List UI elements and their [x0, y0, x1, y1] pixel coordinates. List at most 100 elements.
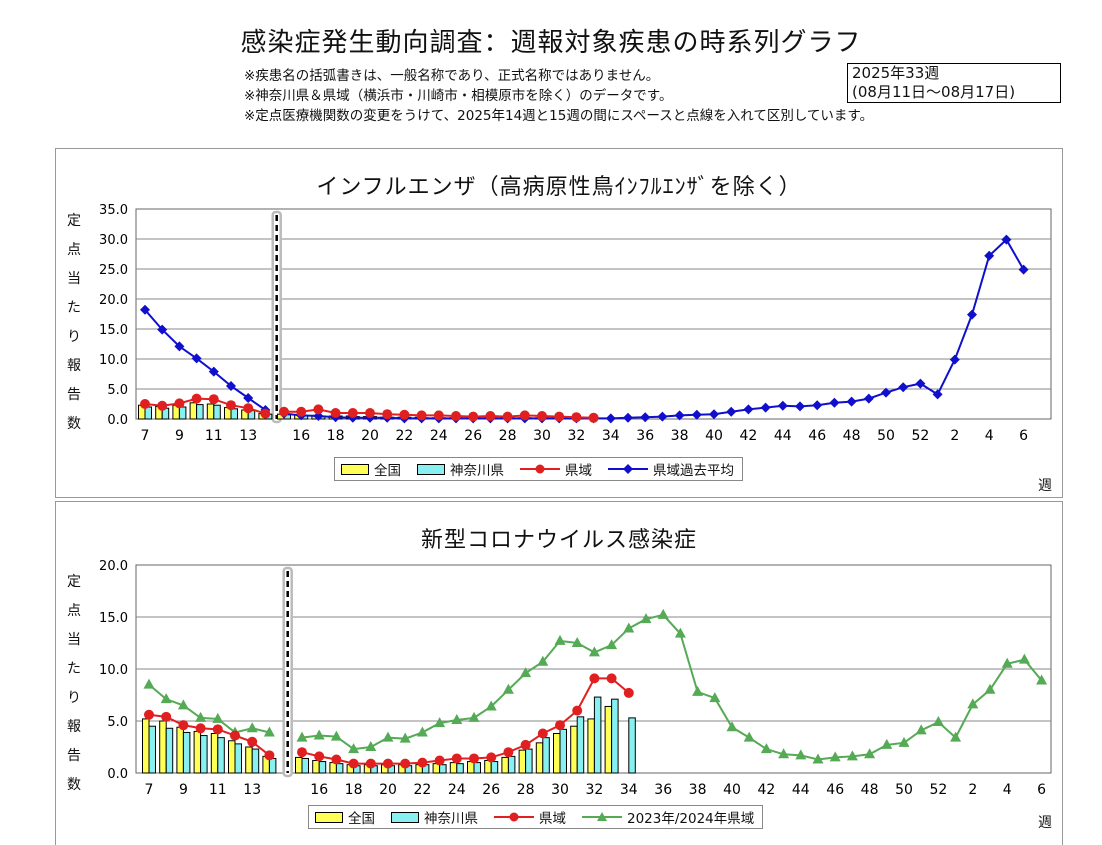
x-tick-label: 48	[843, 428, 861, 444]
bar-kanagawa	[251, 748, 260, 774]
point-circle	[191, 393, 202, 404]
point-triangle	[246, 722, 258, 733]
point-circle	[348, 758, 359, 769]
point-diamond	[846, 396, 857, 407]
point-diamond	[157, 324, 168, 335]
point-circle	[365, 758, 376, 769]
bar-national	[210, 732, 219, 774]
bar-national	[604, 705, 613, 774]
point-circle	[260, 408, 271, 419]
point-diamond	[726, 406, 737, 417]
x-tick-label: 26	[482, 782, 500, 798]
bar-kanagawa	[318, 761, 327, 774]
bar-kanagawa	[196, 404, 204, 420]
point-diamond	[881, 387, 891, 398]
point-diamond	[1001, 234, 1012, 245]
x-tick-label: 28	[517, 782, 535, 798]
influenza-chart: 0.0 5.0 10.0 15.0 20.0 25.0 30.0 35.0 7 9 11 13 16 18…	[99, 203, 1052, 444]
x-tick-label: 22	[395, 428, 413, 444]
point-triangle	[743, 731, 755, 742]
point-diamond	[691, 409, 702, 420]
x-tick-label: 4	[1003, 782, 1012, 798]
bar-kanagawa	[234, 743, 242, 774]
point-triangle	[143, 678, 155, 689]
point-circle	[623, 687, 634, 698]
bar-kanagawa	[628, 717, 636, 774]
bar-national	[570, 725, 578, 774]
x-tick-label: 52	[911, 428, 929, 444]
point-triangle	[881, 738, 893, 749]
bar-national	[553, 732, 561, 774]
point-diamond	[932, 389, 943, 400]
point-circle	[588, 412, 599, 423]
point-diamond	[1018, 264, 1029, 275]
bar-kanagawa	[490, 761, 499, 774]
legend-item: 全国	[315, 807, 375, 827]
point-diamond	[915, 378, 926, 389]
point-triangle	[468, 711, 480, 722]
point-circle	[451, 411, 461, 421]
legend-label: 全国	[348, 811, 375, 827]
point-triangle	[623, 622, 635, 633]
point-diamond	[226, 381, 236, 391]
x-tick-label: 24	[430, 428, 448, 444]
point-triangle	[451, 713, 463, 724]
x-tick-label: 7	[145, 782, 154, 798]
x-tick-label: 20	[379, 782, 397, 798]
bar-kanagawa	[559, 728, 567, 774]
point-triangle	[1036, 674, 1048, 685]
x-tick-label: 28	[499, 428, 517, 444]
point-circle	[247, 736, 258, 747]
legend-label: 2023年/2024年県域	[627, 811, 755, 827]
chart-legend: 全国 神奈川県 県域 県域過去平均	[334, 457, 743, 481]
y-tick-label: 20.0	[99, 293, 128, 308]
point-circle	[571, 412, 582, 423]
point-triangle	[709, 692, 721, 703]
bar-kanagawa	[230, 408, 238, 420]
legend-item: 2023年/2024年県域	[582, 807, 754, 827]
point-circle	[468, 411, 479, 422]
x-tick-label: 6	[1019, 428, 1028, 444]
bar-kanagawa	[456, 763, 464, 774]
chart-title: 新型コロナウイルス感染症	[420, 528, 697, 553]
bar-kanagawa	[473, 762, 481, 774]
bar-national	[176, 726, 184, 774]
point-circle	[365, 408, 375, 418]
point-diamond	[605, 413, 616, 424]
chart-title: インフルエンザ（高病原性鳥ｲﾝﾌﾙｴﾝｻﾞを除く）	[316, 175, 802, 200]
point-triangle	[365, 741, 377, 751]
point-triangle	[160, 693, 172, 704]
point-circle	[520, 739, 531, 750]
x-tick-label: 11	[205, 428, 223, 444]
x-tick-label: 6	[1037, 782, 1046, 798]
point-diamond	[760, 402, 771, 413]
point-circle	[313, 404, 324, 415]
y-tick-label: 5.0	[107, 715, 128, 730]
point-diamond	[829, 397, 840, 408]
point-diamond	[795, 401, 805, 412]
point-circle	[208, 394, 219, 405]
x-tick-label: 22	[413, 782, 431, 798]
x-tick-label: 40	[705, 428, 723, 444]
series-line	[301, 613, 1043, 761]
point-circle	[606, 673, 617, 684]
x-tick-label: 13	[239, 428, 257, 444]
bar-national	[484, 760, 492, 774]
x-tick-label: 30	[533, 428, 551, 444]
y-tick-label: 15.0	[99, 323, 128, 338]
y-axis-label: 定点当たり報告数	[67, 213, 81, 432]
point-circle	[161, 711, 172, 722]
bar-kanagawa	[200, 735, 208, 774]
point-triangle	[177, 699, 189, 710]
bar-national	[501, 756, 509, 774]
point-diamond	[949, 354, 960, 365]
page-title: 感染症発生動向調査：週報対象疾患の時系列グラフ	[240, 28, 862, 58]
point-triangle	[726, 721, 738, 732]
point-triangle	[898, 736, 910, 747]
point-triangle	[554, 634, 566, 645]
point-circle	[174, 398, 185, 409]
x-tick-label: 44	[792, 782, 810, 798]
point-diamond	[640, 412, 651, 423]
point-triangle	[640, 613, 652, 624]
x-tick-label: 26	[464, 428, 482, 444]
